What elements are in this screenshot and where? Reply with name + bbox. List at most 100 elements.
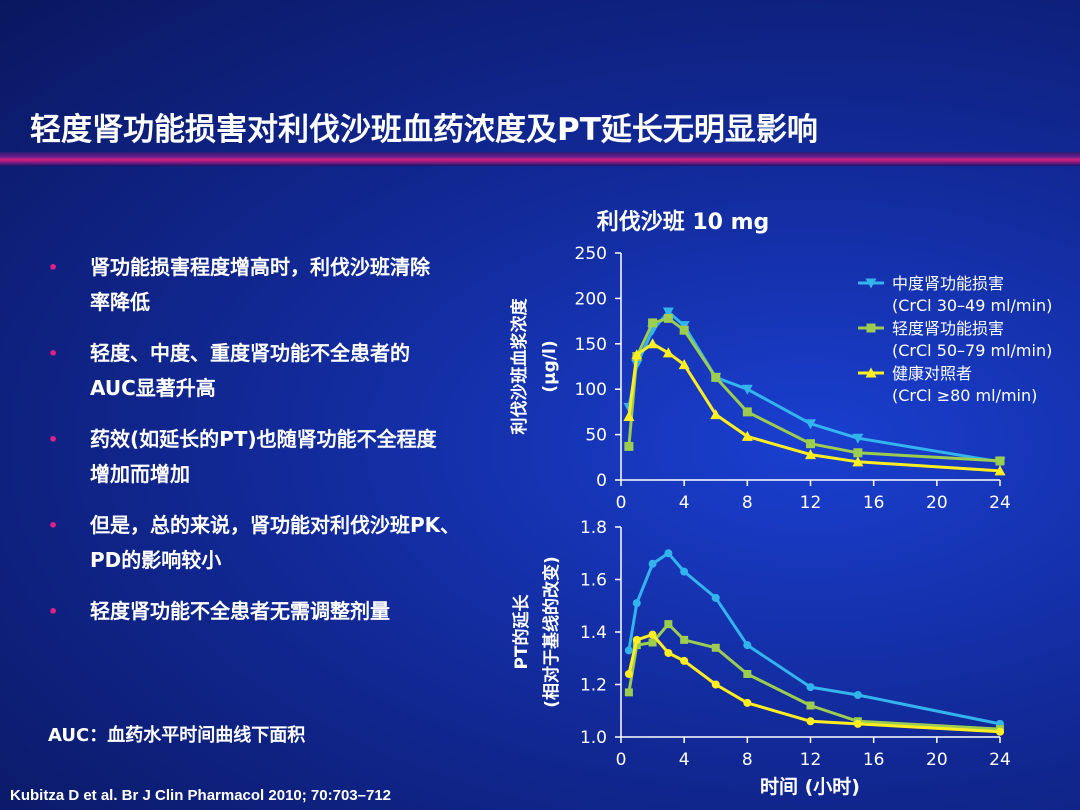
y-axis-label: 利伐沙班血浆浓度 (509, 298, 530, 435)
data-point (853, 719, 862, 728)
x-tick-label: 12 (800, 750, 822, 770)
data-point (624, 441, 634, 451)
data-point (995, 456, 1005, 466)
legend-sublabel: (CrCl ≥80 ml/min) (892, 386, 1037, 405)
x-tick-label: 20 (926, 493, 948, 513)
data-point (623, 410, 635, 421)
series-line (627, 342, 1001, 473)
data-point (711, 593, 720, 602)
data-point (853, 691, 862, 699)
bullet-dot-icon: • (48, 516, 59, 535)
bullet-text-line: 但是，总的来说，肾功能对利伐沙班PK、 (90, 513, 461, 537)
bullet-text-line: 轻度肾功能不全患者无需调整剂量 (90, 599, 390, 623)
x-tick-label: 24 (989, 750, 1011, 770)
y-tick-label: 1.6 (580, 571, 607, 591)
legend-label: 健康对照者 (892, 364, 972, 383)
data-point (852, 433, 864, 444)
data-point (994, 465, 1006, 476)
data-point (710, 409, 722, 420)
y-tick-label: 250 (575, 244, 607, 264)
chart-2: 1.0 1.2 1.4 1.6 1.8 0 4 8 12 16 20 24 PT的延长 (相对于基线的改变… (511, 518, 1011, 798)
data-point (996, 727, 1004, 736)
data-point (741, 384, 753, 395)
x-tick-label: 0 (616, 493, 627, 513)
bullet-text-line: 肾功能损害程度增高时，利伐沙班清除 (90, 255, 430, 279)
data-point (806, 717, 815, 726)
data-point (664, 620, 673, 629)
x-tick-label: 0 (616, 750, 627, 770)
data-point (678, 359, 690, 370)
data-point (805, 449, 816, 460)
legend-sublabel: (CrCl 50–79 ml/min) (892, 341, 1052, 360)
legend-sublabel: (CrCl 30–49 ml/min) (892, 296, 1052, 315)
y-tick-label: 1.4 (580, 623, 607, 643)
bullet-text-line: 增加而增加 (90, 462, 190, 486)
data-point (743, 641, 752, 650)
y-tick-label: 1.2 (580, 676, 607, 696)
title-accent-bar (0, 152, 1080, 166)
data-point (631, 349, 643, 360)
chart-1: 0 50 100 150 200 250 0 4 8 12 16 20 24 利伐沙班血浆浓度 (μg/l)… (509, 210, 1052, 513)
bullet-text-line: 率降低 (90, 290, 150, 314)
y-tick-label: 0 (596, 471, 607, 491)
x-tick-label: 8 (742, 750, 753, 770)
data-point (680, 567, 689, 576)
x-tick-label: 4 (679, 493, 690, 513)
legend-label: 轻度肾功能损害 (892, 319, 1004, 338)
x-tick-label: 12 (800, 493, 822, 513)
bullet-dot-icon: • (48, 258, 59, 277)
bullet-text-line: PD的影响较小 (90, 548, 222, 572)
y-axis-label: (相对于基线的改变) (541, 556, 562, 708)
data-point (742, 407, 752, 417)
data-point (853, 448, 863, 458)
series-line (627, 622, 1001, 731)
y-axis-label: PT的延长 (511, 593, 532, 669)
data-point (664, 649, 673, 657)
legend-swatch-marker (865, 278, 877, 289)
bullet-item: • 轻度肾功能不全患者无需调整剂量 (48, 594, 528, 629)
slide-title: 轻度肾功能损害对利伐沙班血药浓度及PT延长无明显影响 (30, 112, 818, 148)
bullet-list: • 肾功能损害程度增高时，利伐沙班清除 率降低 • 轻度、中度、重度肾功能不全患… (48, 250, 528, 645)
y-tick-label: 200 (575, 289, 607, 309)
y-tick-label: 50 (585, 426, 607, 446)
y-tick-label: 1.8 (580, 518, 607, 538)
data-point (743, 670, 752, 678)
data-point (680, 656, 689, 665)
data-point (806, 701, 815, 710)
x-tick-label: 16 (863, 750, 885, 770)
auc-footnote: AUC：血药水平时间曲线下面积 (48, 725, 306, 746)
data-point (624, 688, 633, 697)
citation: Kubitza D et al. Br J Clin Pharmacol 201… (10, 787, 391, 804)
x-tick-label: 24 (989, 493, 1011, 513)
bullet-item: • 肾功能损害程度增高时，利伐沙班清除 率降低 (48, 250, 528, 320)
x-tick-label: 20 (926, 750, 948, 770)
data-point (648, 630, 657, 639)
y-tick-label: 1.0 (580, 728, 607, 748)
series-line (627, 316, 1001, 463)
data-point (648, 559, 657, 568)
data-point (624, 670, 633, 678)
bullet-text-line: 药效(如延长的PT)也随肾功能不全程度 (90, 427, 437, 451)
legend-swatch-marker (866, 323, 876, 333)
y-axis-label: (μg/l) (540, 340, 560, 392)
bullet-text-line: 轻度、中度、重度肾功能不全患者的 (90, 341, 410, 365)
bullet-item: • 但是，总的来说，肾功能对利伐沙班PK、 PD的影响较小 (48, 508, 528, 578)
legend: 中度肾功能损害 (CrCl 30–49 ml/min) 轻度肾功能损害 (CrCl 5… (858, 274, 1052, 405)
data-point (663, 313, 673, 323)
data-point (711, 643, 720, 652)
bullet-item: • 药效(如延长的PT)也随肾功能不全程度 增加而增加 (48, 422, 528, 492)
data-point (711, 372, 721, 382)
x-tick-label: 4 (679, 750, 690, 770)
series-line (627, 633, 1001, 734)
data-point (679, 325, 689, 335)
data-point (711, 680, 720, 689)
data-point (662, 347, 674, 358)
y-tick-label: 150 (575, 335, 607, 355)
data-point (632, 635, 641, 644)
data-point (648, 318, 658, 328)
x-tick-label: 16 (863, 493, 885, 513)
data-point (632, 599, 641, 608)
data-point (805, 419, 816, 430)
legend-label: 中度肾功能损害 (892, 274, 1004, 293)
